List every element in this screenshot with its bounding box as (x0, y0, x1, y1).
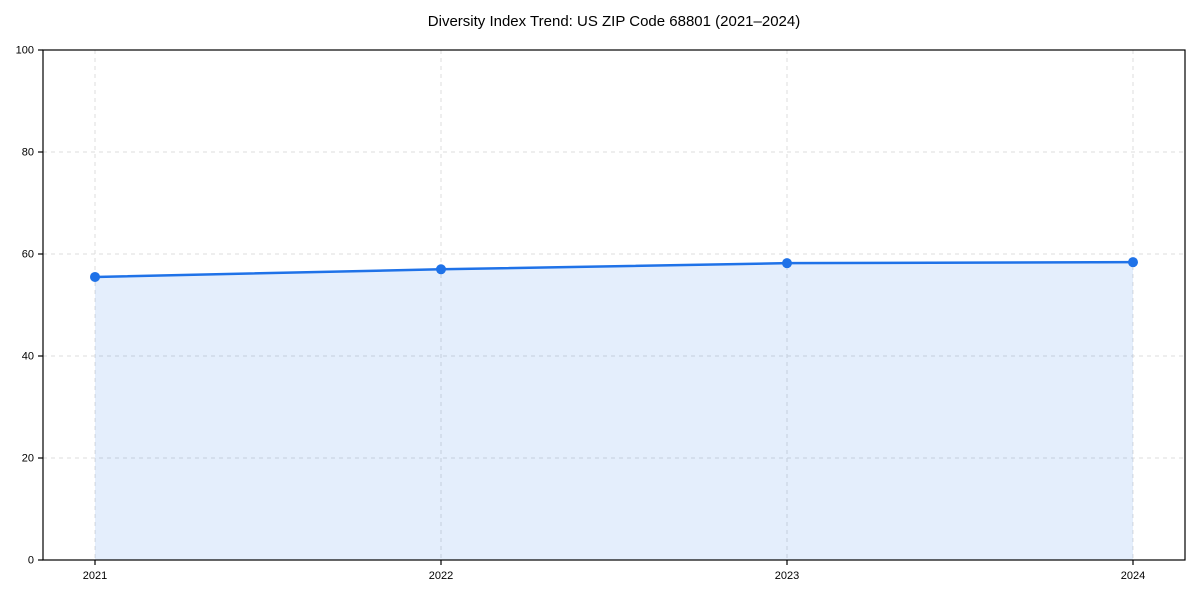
data-point-marker (782, 258, 792, 269)
data-point-marker (90, 271, 100, 282)
y-axis-tick-label: 60 (22, 249, 34, 261)
data-point-marker (436, 264, 446, 275)
x-axis-tick-label: 2024 (1121, 570, 1145, 582)
x-axis-tick-label: 2021 (83, 570, 107, 582)
plot-box-spines (42, 49, 1186, 561)
y-axis-tick-label: 0 (28, 555, 34, 567)
x-axis-tick-label: 2023 (775, 570, 799, 582)
y-axis-tick-label: 80 (22, 147, 34, 159)
series-area-fill (95, 262, 1133, 560)
y-axis-tick-label: 20 (22, 453, 34, 465)
x-axis-tick-label: 2022 (429, 570, 453, 582)
y-axis-tick-label: 40 (22, 351, 34, 363)
data-point-marker (1128, 257, 1138, 268)
y-axis-tick-label: 100 (16, 45, 34, 57)
series-line (93, 260, 1135, 279)
chart-title: Diversity Index Trend: US ZIP Code 68801… (427, 13, 801, 30)
